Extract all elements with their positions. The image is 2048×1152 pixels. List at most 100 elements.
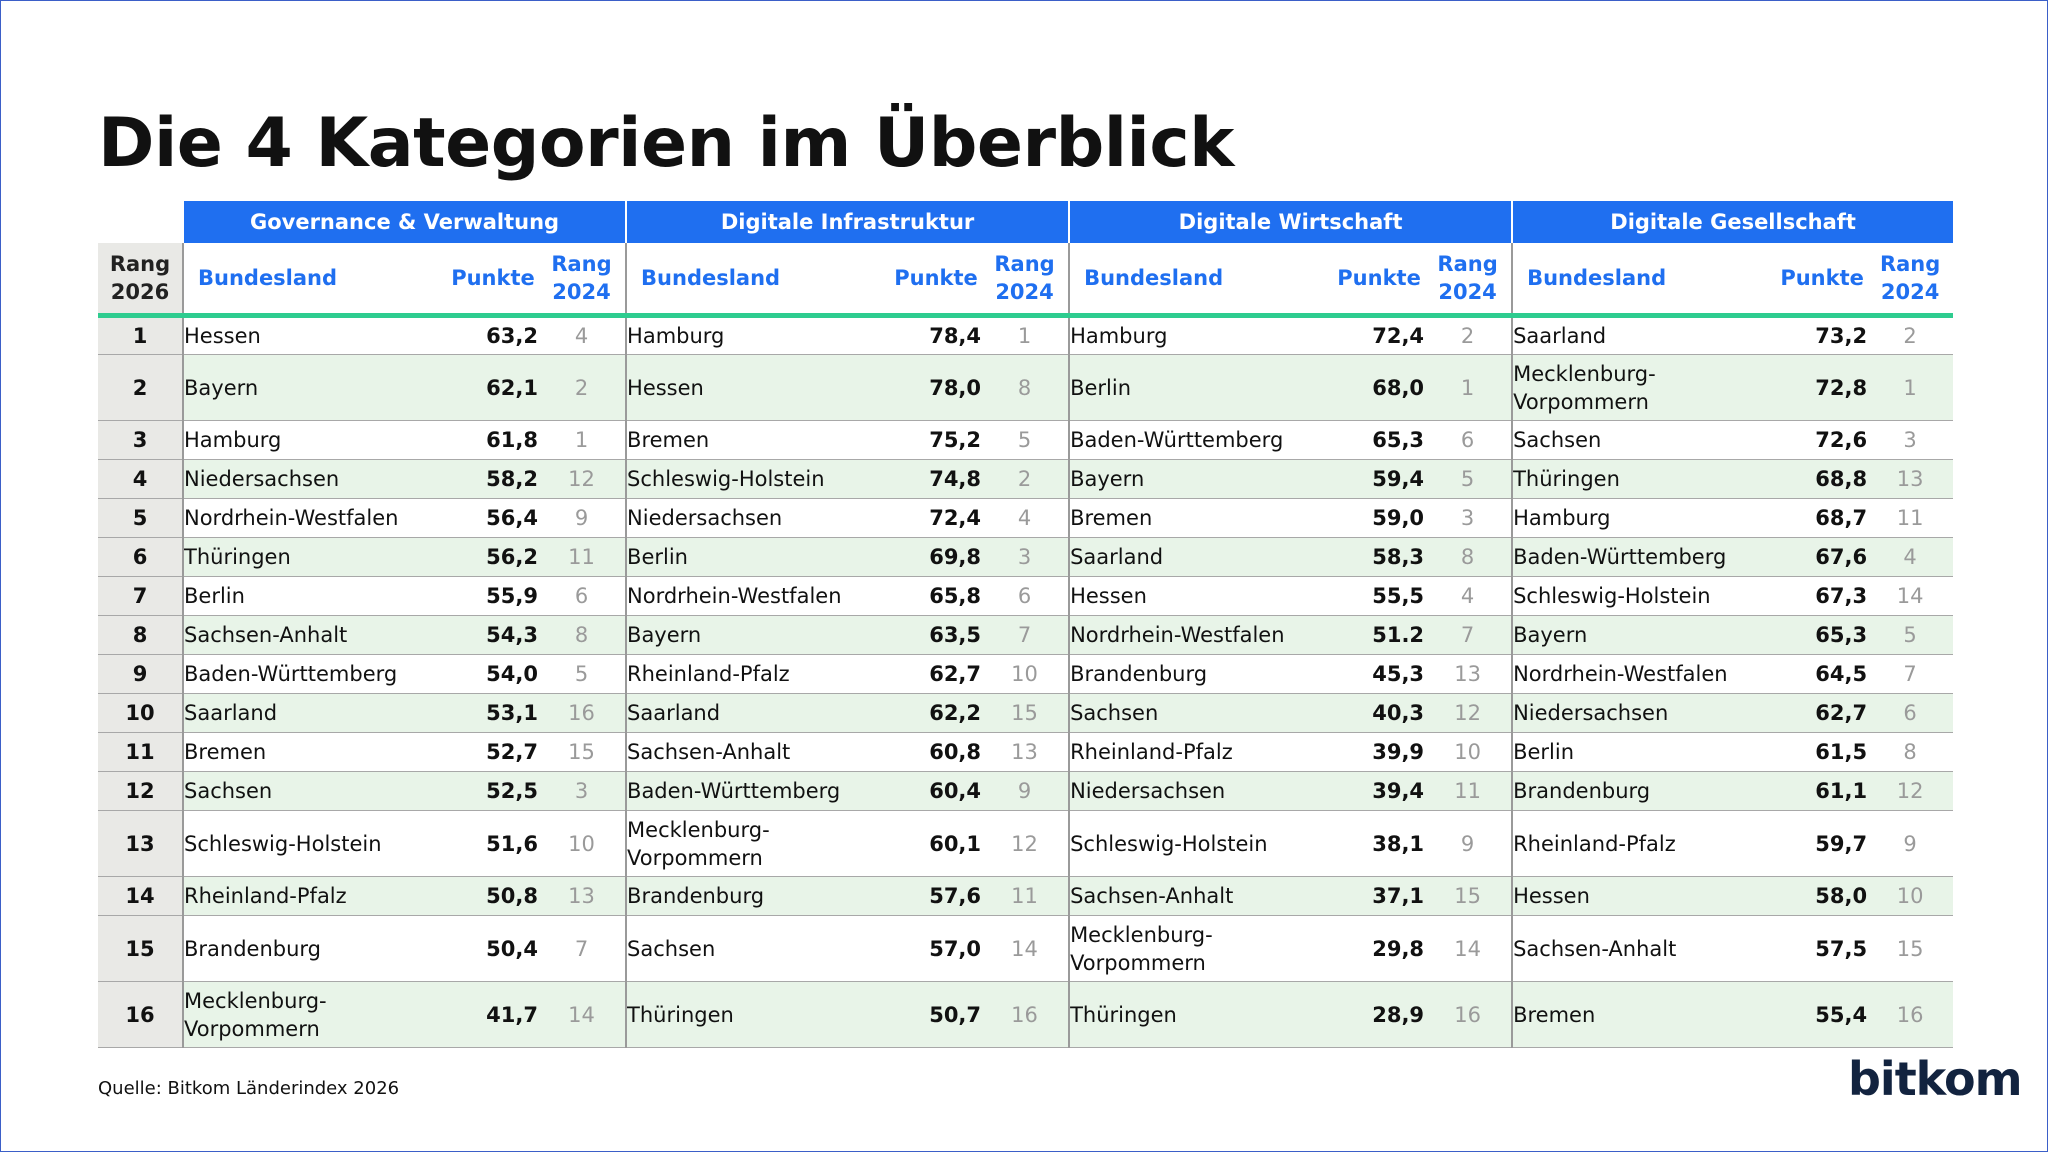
rang-2024-cell: 3 — [1867, 420, 1954, 460]
table-row: 12 Sachsen 52,5 3 Baden-Württemberg 60,4 9 Nied… — [98, 771, 1954, 811]
rang-2024-cell: 15 — [981, 693, 1070, 733]
rang-2024-cell: 2 — [1867, 315, 1954, 355]
rang-2024-cell: 13 — [538, 876, 627, 916]
rang-2024-cell: 9 — [981, 771, 1070, 811]
bundesland-cell: Hamburg — [625, 315, 892, 355]
bundesland-cell: Niedersachsen — [1511, 693, 1778, 733]
bundesland-cell: Bayern — [1068, 459, 1335, 499]
punkte-cell: 73,2 — [1777, 315, 1868, 355]
bundesland-cell: Niedersachsen — [1068, 771, 1335, 811]
table-body: 1 Hessen 63,2 4 Hamburg 78,4 1 Hamburg 72,4 2 Saar… — [98, 315, 1954, 1048]
punkte-cell: 78,4 — [891, 315, 982, 355]
table-row: 15 Brandenburg 50,4 7 Sachsen 57,0 14 Mecklenbu… — [98, 915, 1954, 982]
bundesland-cell: Brandenburg — [625, 876, 892, 916]
bundesland-cell: Bayern — [1511, 615, 1778, 655]
rang-2024-cell: 8 — [538, 615, 627, 655]
bundesland-cell: Baden-Württemberg — [182, 654, 448, 694]
rang-2024-cell: 5 — [1867, 615, 1954, 655]
punkte-cell: 52,7 — [448, 732, 538, 772]
category-header-infrastruktur: Digitale Infrastruktur — [625, 201, 1070, 243]
rang-2024-cell: 6 — [1867, 693, 1954, 733]
rank-2026-cell: 16 — [98, 981, 183, 1048]
column-header-rang-2024-gesellschaft: Rang 2024 — [1867, 243, 1954, 318]
rang-2024-cell: 11 — [1867, 498, 1954, 538]
table-row: 14 Rheinland-Pfalz 50,8 13 Brandenburg 57,6 11… — [98, 876, 1954, 916]
category-header-governance: Governance & Verwaltung — [181, 201, 627, 243]
rang-2024-cell: 9 — [1424, 810, 1513, 877]
column-header-rang-2024-wirtschaft: Rang 2024 — [1424, 243, 1513, 318]
rang-2024-cell: 12 — [1867, 771, 1954, 811]
bundesland-cell: Saarland — [1511, 315, 1778, 355]
rang-2024-cell: 11 — [981, 876, 1070, 916]
bundesland-cell: Bremen — [182, 732, 448, 772]
punkte-cell: 38,1 — [1334, 810, 1425, 877]
column-header-bundesland-gesellschaft: Bundesland — [1511, 243, 1778, 318]
rang-2024-cell: 16 — [1424, 981, 1513, 1048]
punkte-cell: 51.2 — [1334, 615, 1425, 655]
bundesland-cell: Saarland — [182, 693, 448, 733]
punkte-cell: 72,4 — [1334, 315, 1425, 355]
bundesland-cell: Sachsen — [625, 915, 892, 982]
column-header-bundesland-infrastruktur: Bundesland — [625, 243, 892, 318]
bundesland-cell: Thüringen — [1068, 981, 1335, 1048]
bundesland-cell: Saarland — [1068, 537, 1335, 577]
bundesland-cell: Bremen — [1068, 498, 1335, 538]
table-row: 4 Niedersachsen 58,2 12 Schleswig-Holstein 74… — [98, 459, 1954, 499]
column-header-rang-2024-governance: Rang 2024 — [538, 243, 627, 318]
bundesland-cell: Berlin — [182, 576, 448, 616]
table-row: 13 Schleswig-Holstein 51,6 10 Mecklenburg- V… — [98, 810, 1954, 877]
rang-2024-cell: 12 — [981, 810, 1070, 877]
bundesland-cell: Mecklenburg- Vorpommern — [1068, 915, 1335, 982]
bundesland-cell: Berlin — [1068, 354, 1335, 421]
punkte-cell: 69,8 — [891, 537, 982, 577]
rang-2024-cell: 7 — [981, 615, 1070, 655]
bundesland-cell: Schleswig-Holstein — [182, 810, 448, 877]
rang-2024-cell: 4 — [1867, 537, 1954, 577]
table-row: 9 Baden-Württemberg 54,0 5 Rheinland-Pfalz 62… — [98, 654, 1954, 694]
column-header-punkte-wirtschaft: Punkte — [1334, 243, 1425, 318]
rang-2024-cell: 10 — [1424, 732, 1513, 772]
rang-2024-cell: 7 — [1424, 615, 1513, 655]
rank-2026-cell: 12 — [98, 771, 183, 811]
rang-2026-line1: Rang — [109, 252, 171, 276]
punkte-cell: 41,7 — [448, 981, 538, 1048]
rank-2026-cell: 13 — [98, 810, 183, 877]
rang-2024-cell: 16 — [981, 981, 1070, 1048]
bundesland-cell: Hamburg — [1068, 315, 1335, 355]
bitkom-logo: bitkom — [1848, 1052, 2023, 1106]
rang-2024-cell: 7 — [538, 915, 627, 982]
rank-2026-cell: 1 — [98, 315, 183, 355]
category-header-spacer — [98, 201, 183, 243]
rank-2026-cell: 5 — [98, 498, 183, 538]
rang-2024-cell: 14 — [981, 915, 1070, 982]
bundesland-cell: Baden-Württemberg — [625, 771, 892, 811]
table-row: 3 Hamburg 61,8 1 Bremen 75,2 5 Baden-Württember… — [98, 420, 1954, 460]
column-header-rang-2026: Rang 2026 — [98, 243, 183, 318]
punkte-cell: 50,4 — [448, 915, 538, 982]
table-row: 11 Bremen 52,7 15 Sachsen-Anhalt 60,8 13 Rheinl… — [98, 732, 1954, 772]
table-row: 1 Hessen 63,2 4 Hamburg 78,4 1 Hamburg 72,4 2 Saar… — [98, 315, 1954, 355]
punkte-cell: 57,0 — [891, 915, 982, 982]
punkte-cell: 59,0 — [1334, 498, 1425, 538]
rang-2024-cell: 6 — [981, 576, 1070, 616]
punkte-cell: 61,8 — [448, 420, 538, 460]
rang-2024-cell: 6 — [1424, 420, 1513, 460]
bundesland-cell: Sachsen-Anhalt — [182, 615, 448, 655]
punkte-cell: 59,4 — [1334, 459, 1425, 499]
rang-2024-cell: 10 — [538, 810, 627, 877]
bundesland-cell: Bremen — [1511, 981, 1778, 1048]
punkte-cell: 63,2 — [448, 315, 538, 355]
bundesland-cell: Brandenburg — [1068, 654, 1335, 694]
bundesland-cell: Baden-Württemberg — [1068, 420, 1335, 460]
category-header-row: Governance & Verwaltung Digitale Infrast… — [98, 201, 1954, 243]
rank-2026-cell: 6 — [98, 537, 183, 577]
rang-2024-cell: 8 — [1867, 732, 1954, 772]
rang-2024-cell: 5 — [981, 420, 1070, 460]
punkte-cell: 57,6 — [891, 876, 982, 916]
column-header-bundesland-wirtschaft: Bundesland — [1068, 243, 1335, 318]
rang-2024-cell: 16 — [1867, 981, 1954, 1048]
punkte-cell: 65,3 — [1777, 615, 1868, 655]
rang-2024-cell: 15 — [1424, 876, 1513, 916]
rang-2024-cell: 16 — [538, 693, 627, 733]
bundesland-cell: Brandenburg — [182, 915, 448, 982]
